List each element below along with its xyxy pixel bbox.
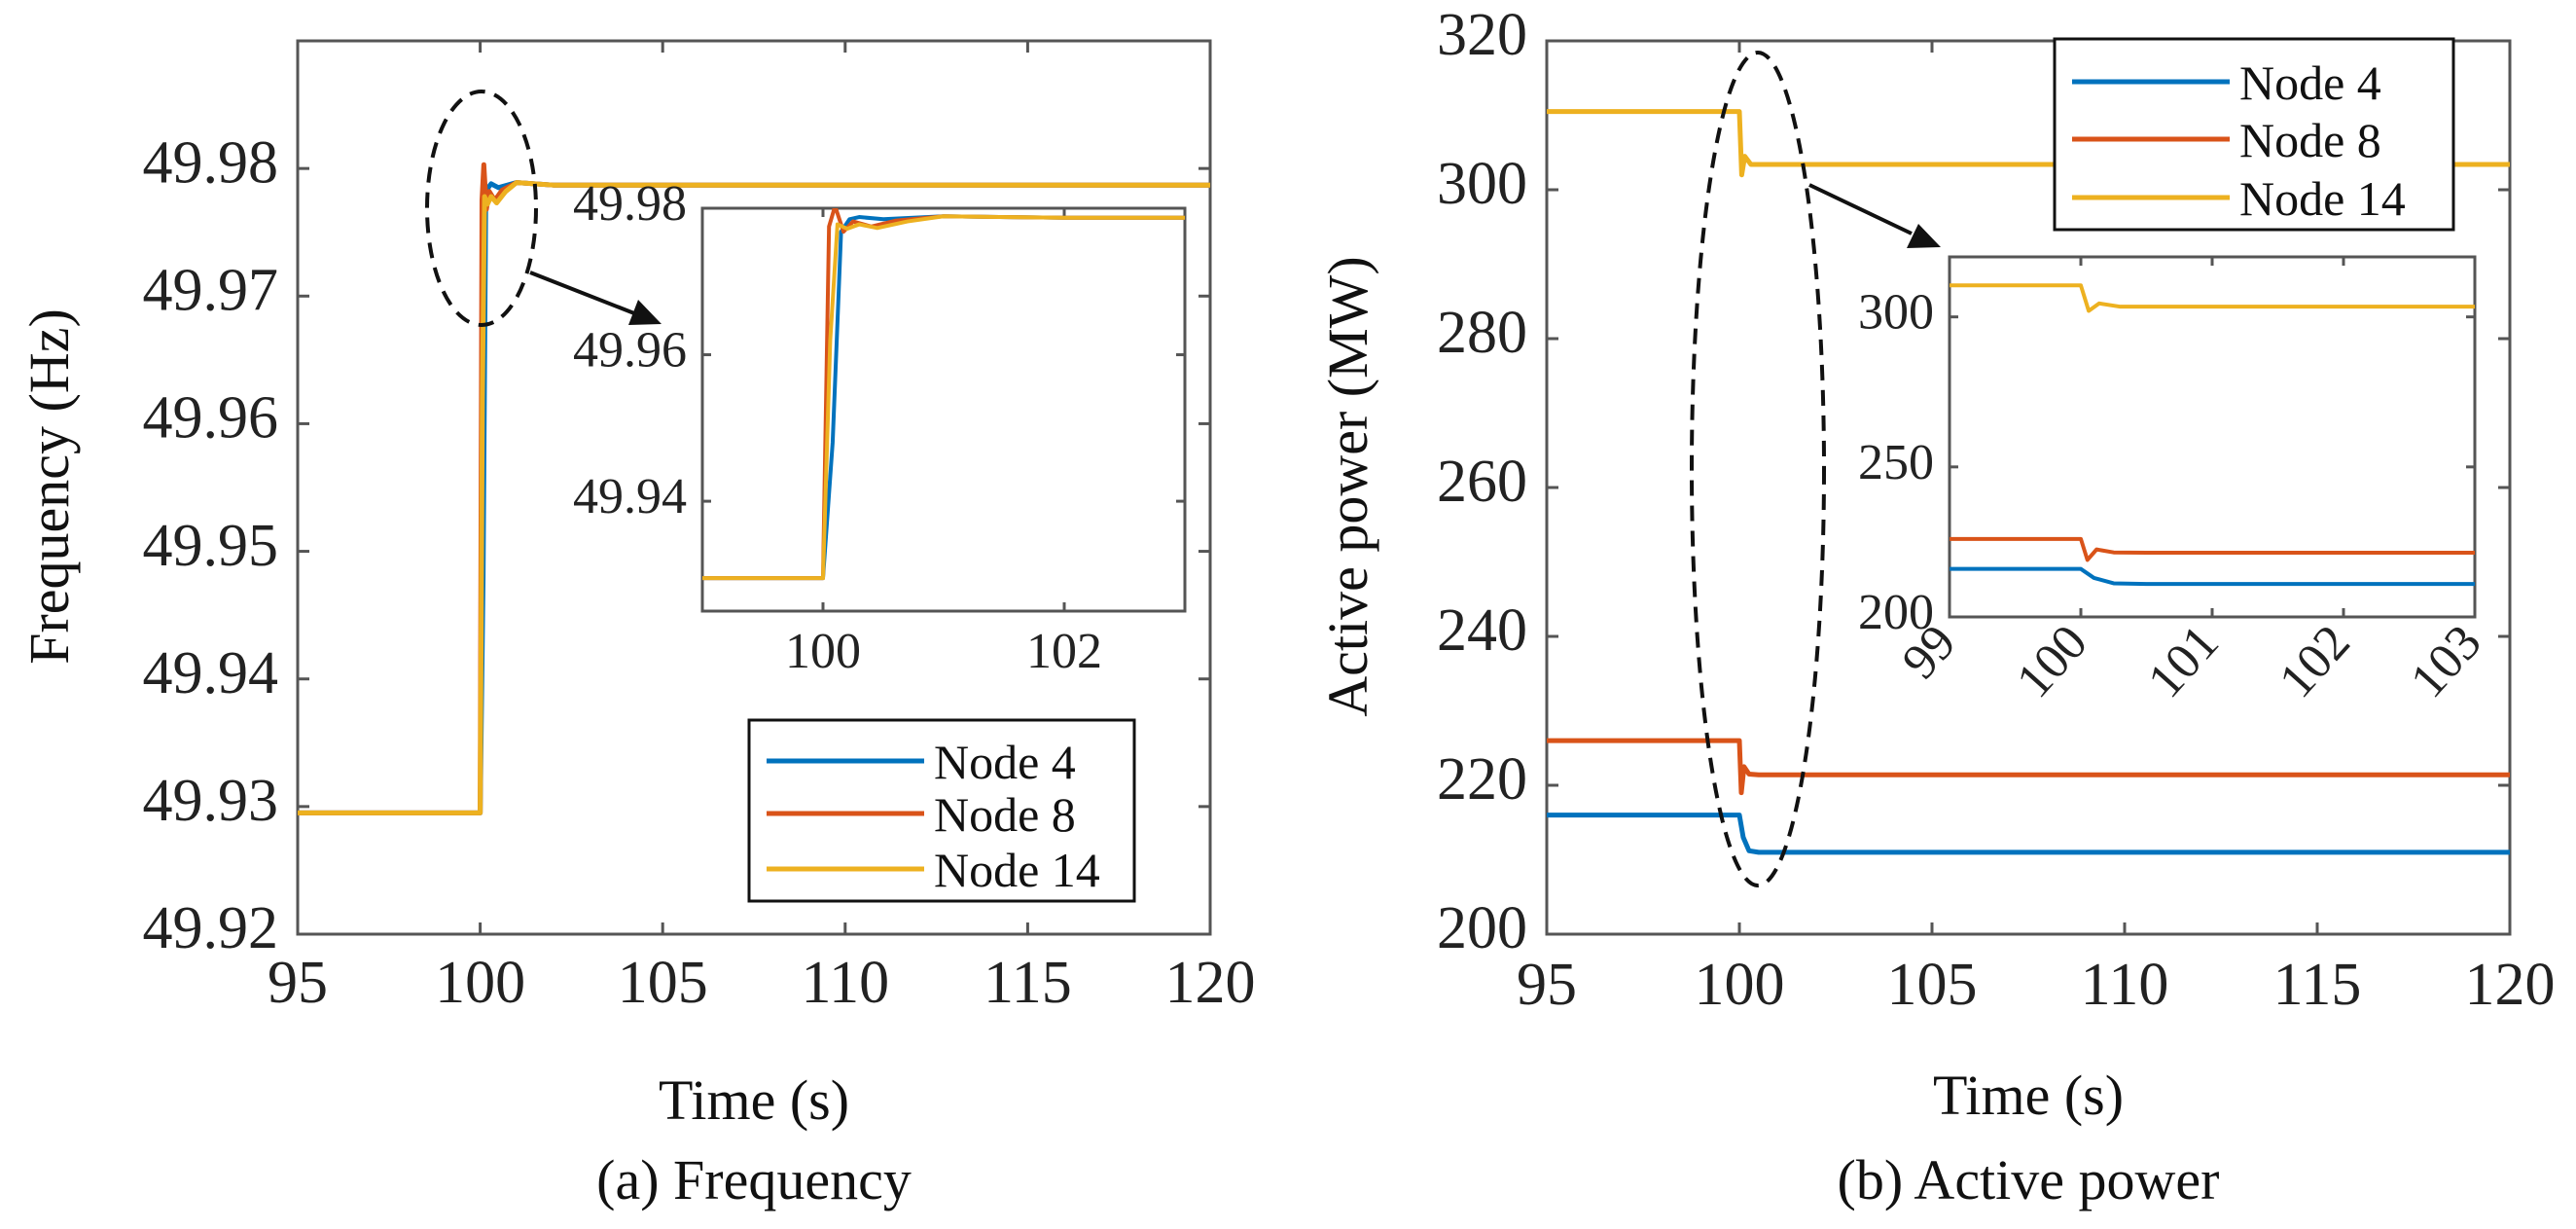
panel-a-ytick-label-49-96: 49.96 — [143, 385, 279, 452]
panel-a-ytick-label-49-95: 49.95 — [143, 513, 279, 579]
panel-b-zoom-arrow — [1808, 183, 1941, 248]
panel-a-inset-xtick-label-102: 102 — [1026, 624, 1102, 679]
panel-a-xtick-label-95: 95 — [268, 950, 328, 1016]
panel-b-legend-node8: Node 8 — [2239, 113, 2381, 167]
panel-b-ytick-label-200: 200 — [1437, 895, 1527, 961]
panel-a-zoom-arrow — [529, 271, 662, 325]
panel-a-ytick-label-49-92: 49.92 — [143, 895, 279, 961]
panel-b-ylabel: Active power (MW) — [1316, 256, 1379, 717]
panel-a-inset-ytick-label-49-96: 49.96 — [573, 322, 687, 378]
panel-a-xtick-label-100: 100 — [435, 950, 525, 1016]
panel-b-inset-ytick-label-250: 250 — [1858, 435, 1934, 490]
panel-b-xtick-label-115: 115 — [2273, 952, 2362, 1018]
panel-a-inset-series-node-14 — [702, 214, 1185, 581]
panel-b-series-node-8 — [1547, 738, 2510, 796]
panel-a-inset: 100 102 49.94 49.96 49.98 — [573, 176, 1187, 679]
panel-a-ylabel: Frequency (Hz) — [18, 308, 81, 665]
panel-b-inset-series-node-8 — [1950, 536, 2475, 562]
panel-b-ytick-label-280: 280 — [1437, 300, 1527, 366]
panel-a-ytick-label-49-93: 49.93 — [143, 768, 279, 834]
panel-b-inset-ytick-label-200: 200 — [1858, 585, 1934, 640]
panel-a-zoom-ellipse — [425, 90, 538, 327]
panel-b-xtick-label-95: 95 — [1517, 952, 1577, 1018]
panel-a-series-node-14 — [298, 180, 1210, 815]
panel-a-xtick-label-120: 120 — [1165, 950, 1256, 1016]
panel-b-inset-series-node-14 — [1950, 283, 2475, 313]
panel-a-frequency: 95 100 105 110 115 120 49.92 49.93 49.94 49.95 49.… — [18, 39, 1256, 1211]
panel-b-series-node-4 — [1547, 813, 2510, 855]
panel-b-xtick-label-100: 100 — [1695, 952, 1785, 1018]
panel-b-legend: Node 4 Node 8 Node 14 — [2053, 37, 2455, 232]
panel-a-xlabel: Time (s) — [659, 1068, 849, 1132]
panel-b-xtick-label-110: 110 — [2081, 952, 2169, 1018]
panel-b-series-node-14 — [1547, 109, 2510, 178]
panel-a-caption: (a) Frequency — [596, 1148, 912, 1211]
panel-a-inset-ytick-label-49-94: 49.94 — [573, 469, 687, 524]
panel-a-xtick-label-110: 110 — [801, 950, 889, 1016]
panel-a-inset-xtick-label-100: 100 — [785, 624, 861, 679]
panel-b-xtick-label-105: 105 — [1887, 952, 1978, 1018]
panel-a-xtick-label-115: 115 — [984, 950, 1072, 1016]
panel-a-ytick-label-49-94: 49.94 — [143, 640, 279, 706]
panel-b-inset-frame — [1948, 255, 2477, 619]
panel-b-active-power: 95 100 105 110 115 120 200 220 240 260 280 300 320 T… — [1316, 2, 2556, 1211]
panel-a-legend-node4: Node 4 — [934, 735, 1076, 789]
panel-b-inset-ytick-label-300: 300 — [1858, 285, 1934, 341]
panel-b-inset-series-node-4 — [1950, 566, 2475, 587]
panel-b-ytick-label-300: 300 — [1437, 151, 1527, 217]
panel-a-ytick-label-49-97: 49.97 — [143, 258, 279, 324]
panel-b-caption: (b) Active power — [1838, 1148, 2220, 1211]
panel-b-xlabel: Time (s) — [1933, 1064, 2124, 1127]
panel-a-legend-node14: Node 14 — [934, 843, 1100, 897]
panel-b-ytick-label-220: 220 — [1437, 746, 1527, 813]
panel-b-legend-node4: Node 4 — [2239, 55, 2381, 110]
panel-a-legend-node8: Node 8 — [934, 787, 1076, 842]
panel-b-ytick-label-260: 260 — [1437, 449, 1527, 515]
panel-b-xtick-label-120: 120 — [2465, 952, 2556, 1018]
panel-b-ytick-label-320: 320 — [1437, 2, 1527, 68]
panel-b-legend-node14: Node 14 — [2239, 171, 2406, 226]
panel-b-ytick-label-240: 240 — [1437, 597, 1527, 664]
panel-b-zoom-ellipse — [1690, 51, 1826, 887]
panel-a-inset-frame — [700, 206, 1187, 613]
panel-a-inset-ytick-label-49-98: 49.98 — [573, 176, 687, 232]
panel-a-ytick-label-49-98: 49.98 — [143, 129, 279, 196]
panel-a-xtick-label-105: 105 — [618, 950, 708, 1016]
panel-a-legend: Node 4 Node 8 Node 14 — [747, 718, 1136, 903]
